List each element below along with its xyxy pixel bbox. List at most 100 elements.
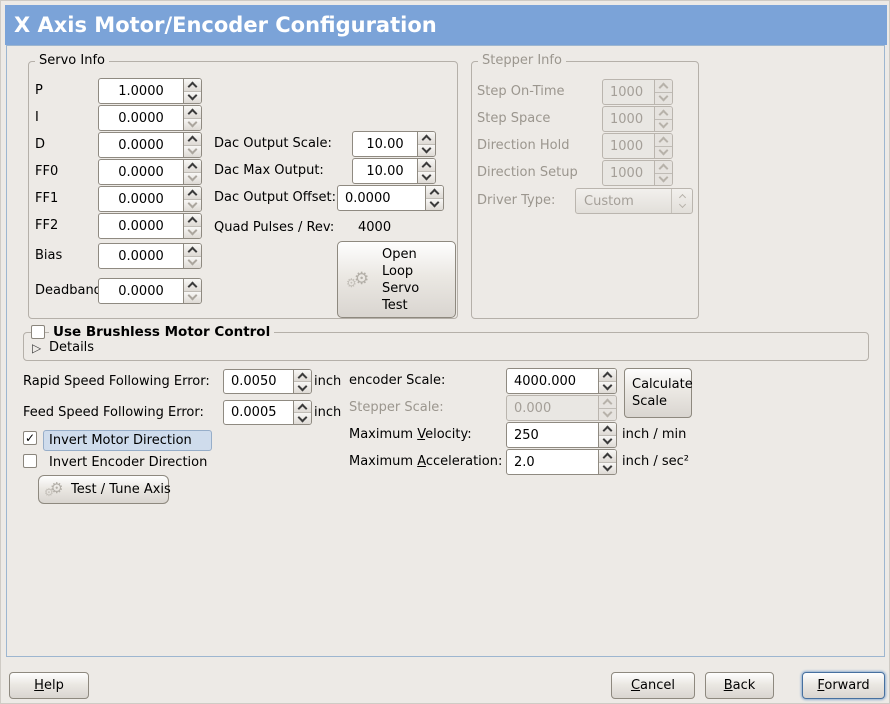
spin-down-button[interactable] <box>184 171 201 184</box>
cancel-button[interactable]: Cancel <box>611 672 695 699</box>
d-spinbox[interactable]: 0.0000 <box>98 132 202 158</box>
spin-down-button[interactable] <box>599 434 616 447</box>
i-spinbox[interactable]: 0.0000 <box>98 105 202 131</box>
spin-down-button[interactable] <box>426 197 443 210</box>
calculate-scale-button[interactable]: Calculate Scale <box>624 368 693 418</box>
ff1-spinbox[interactable]: 0.0000 <box>98 186 202 212</box>
spin-up-button[interactable] <box>184 279 201 292</box>
max-accel-label: Maximum Acceleration: <box>349 454 503 469</box>
spin-up-button[interactable] <box>184 244 201 257</box>
ff0-spinbox[interactable]: 0.0000 <box>98 159 202 185</box>
max-accel-unit: inch / sec² <box>622 454 690 469</box>
invert-motor-checkbox[interactable]: ✓ <box>23 431 37 445</box>
quad-pulses-label: Quad Pulses / Rev: <box>214 220 335 235</box>
spin-up-button[interactable] <box>418 159 435 172</box>
spin-up-button[interactable] <box>184 133 201 146</box>
encoder-scale-label: encoder Scale: <box>349 373 446 388</box>
feed-error-spinbox[interactable]: 0.0005 <box>223 400 312 425</box>
spin-up-button[interactable] <box>184 79 201 92</box>
spin-buttons <box>417 132 435 156</box>
dac-output-offset-spinbox[interactable]: 0.0000 <box>337 185 444 211</box>
help-button[interactable]: Help <box>9 672 89 699</box>
dac-max-output-label: Dac Max Output: <box>214 163 324 178</box>
test-tune-axis-button[interactable]: ⚙ ⚙ Test / Tune Axis <box>38 475 171 504</box>
spin-buttons <box>183 279 201 303</box>
help-label: Help <box>34 678 64 693</box>
page-title: X Axis Motor/Encoder Configuration <box>5 5 887 45</box>
back-button[interactable]: Back <box>705 672 774 699</box>
spin-up-button[interactable] <box>418 132 435 145</box>
spin-down-button[interactable] <box>184 290 201 303</box>
spin-up-button[interactable] <box>599 423 616 436</box>
spin-buttons <box>183 187 201 211</box>
spin-down-button[interactable] <box>294 412 311 424</box>
ff0-label: FF0 <box>35 164 59 179</box>
invert-motor-label[interactable]: Invert Motor Direction <box>49 433 192 448</box>
spin-up-button[interactable] <box>599 450 616 463</box>
spin-up-button[interactable] <box>184 106 201 119</box>
spin-buttons <box>654 161 672 185</box>
spin-down-button[interactable] <box>599 380 616 393</box>
spin-down-button[interactable] <box>184 225 201 238</box>
i-label: I <box>35 110 39 125</box>
spin-down-button[interactable] <box>184 144 201 157</box>
spin-down-button <box>599 407 616 420</box>
invert-motor-label-highlight <box>43 430 212 451</box>
spin-up-button[interactable] <box>184 160 201 173</box>
spin-down-button <box>655 172 672 185</box>
ff2-label: FF2 <box>35 218 59 233</box>
spin-down-button[interactable] <box>599 461 616 474</box>
spin-up-button[interactable] <box>184 187 201 200</box>
invert-encoder-label[interactable]: Invert Encoder Direction <box>49 455 208 470</box>
spin-buttons <box>183 106 201 130</box>
max-velocity-spinbox[interactable]: 250 <box>506 422 617 448</box>
spin-up-button <box>599 396 616 409</box>
step-space-label: Step Space <box>477 111 551 126</box>
direction-hold-label: Direction Hold <box>477 138 570 153</box>
spin-down-button[interactable] <box>418 143 435 156</box>
forward-button[interactable]: Forward <box>802 672 885 699</box>
spin-up-button[interactable] <box>294 401 311 413</box>
spin-up-button[interactable] <box>294 370 311 382</box>
ff2-spinbox[interactable]: 0.0000 <box>98 213 202 239</box>
spin-up-button[interactable] <box>599 369 616 382</box>
calculate-scale-label: Calculate Scale <box>632 377 693 409</box>
open-loop-servo-test-button[interactable]: ⚙ ⚙ Open Loop Servo Test <box>337 241 456 318</box>
servo-info-frame-label: Servo Info <box>35 53 109 68</box>
spin-down-button[interactable] <box>294 381 311 393</box>
rapid-error-spinbox[interactable]: 0.0050 <box>223 369 312 394</box>
gears-icon: ⚙ ⚙ <box>44 478 64 499</box>
max-accel-spinbox[interactable]: 2.0 <box>506 449 617 475</box>
feed-error-unit: inch <box>314 405 342 420</box>
direction-setup-label: Direction Setup <box>477 165 578 180</box>
spin-down-button[interactable] <box>184 198 201 211</box>
invert-encoder-checkbox[interactable] <box>23 454 37 468</box>
spin-up-button[interactable] <box>184 214 201 227</box>
deadband-spinbox[interactable]: 0.0000 <box>98 278 202 304</box>
spin-down-button[interactable] <box>418 170 435 183</box>
use-brushless-checkbox[interactable] <box>31 325 45 339</box>
p-spinbox[interactable]: 1.0000 <box>98 78 202 104</box>
step-on-time-label: Step On-Time <box>477 84 565 99</box>
ff1-label: FF1 <box>35 191 59 206</box>
driver-type-label: Driver Type: <box>477 193 556 208</box>
bias-spinbox[interactable]: 0.0000 <box>98 243 202 269</box>
dac-max-output-spinbox[interactable]: 10.00 <box>352 158 436 184</box>
spin-down-button[interactable] <box>184 255 201 268</box>
spin-down-button[interactable] <box>184 117 201 130</box>
spin-down-button <box>655 91 672 104</box>
use-brushless-label[interactable]: Use Brushless Motor Control <box>49 324 275 341</box>
spin-buttons <box>654 134 672 158</box>
stepper-info-frame <box>471 61 699 319</box>
direction-setup-spinbox: 1000 <box>602 160 673 186</box>
encoder-scale-spinbox[interactable]: 4000.000 <box>506 368 617 394</box>
stepper-scale-spinbox: 0.000 <box>506 395 617 421</box>
details-expander-label[interactable]: Details <box>49 340 95 355</box>
spin-down-button[interactable] <box>184 90 201 103</box>
dac-output-scale-spinbox[interactable]: 10.00 <box>352 131 436 157</box>
spin-buttons <box>183 160 201 184</box>
max-velocity-unit: inch / min <box>622 427 687 442</box>
expander-arrow-icon[interactable]: ▷ <box>32 341 42 355</box>
spin-up-button[interactable] <box>426 186 443 199</box>
